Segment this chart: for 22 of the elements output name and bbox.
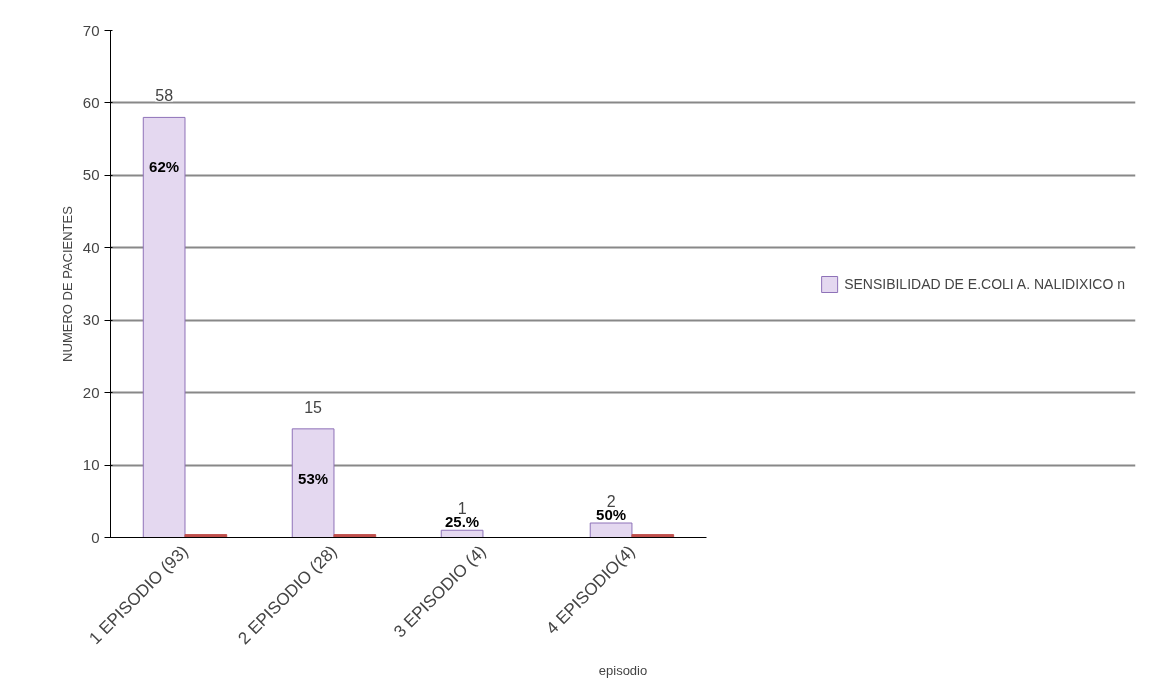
bar [184,534,228,538]
y-axis-title: NUMERO DE PACIENTES [59,205,75,362]
y-tick-label: 20 [82,383,100,401]
y-tick-label: 70 [82,21,100,39]
annotation: 62% [149,158,180,176]
bar [333,534,377,538]
y-tick-label: 10 [82,456,100,474]
y-tick-label: 50 [82,166,100,184]
legend-label: SENSIBILIDAD DE E.COLI A. NALIDIXICO n [844,275,1125,292]
bar [291,428,335,538]
bar [589,522,633,538]
y-tick-label: 40 [82,238,100,256]
x-axis-title: episodio [598,662,648,678]
bar [440,529,484,538]
data-label: 15 [304,398,323,416]
y-tick-label: 60 [82,93,100,111]
y-tick-label: 0 [91,528,100,546]
bar [142,116,186,538]
data-label: 58 [155,87,174,105]
y-tick-label: 30 [82,311,100,329]
bar [631,534,675,538]
annotation: 53% [298,469,329,487]
